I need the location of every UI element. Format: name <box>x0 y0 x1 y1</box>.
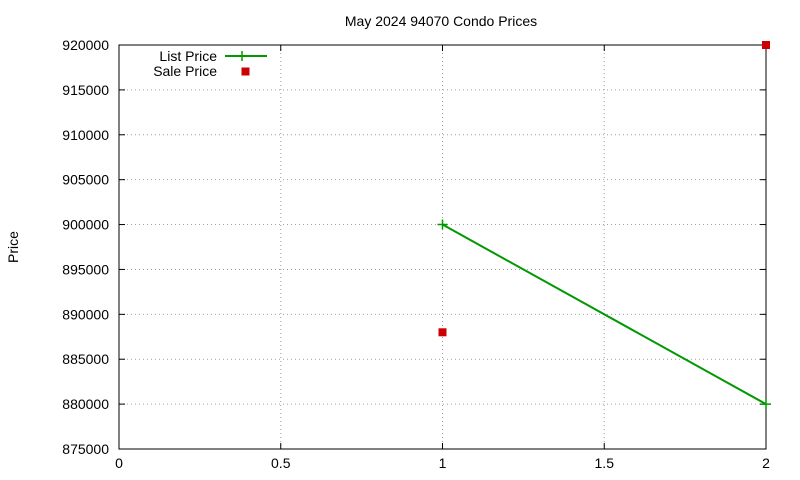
x-axis-tick-labels: 0 0.5 1 1.5 2 <box>115 455 770 471</box>
y-tick-label: 890000 <box>62 306 109 322</box>
series-sale-price <box>438 41 770 337</box>
y-tick-label: 910000 <box>62 127 109 143</box>
y-tick-label: 875000 <box>62 441 109 457</box>
x-tick-label: 1.5 <box>595 455 615 471</box>
legend-marker-list-price <box>237 51 247 61</box>
list-price-point <box>761 399 771 410</box>
series-marks <box>437 41 771 410</box>
sale-price-point <box>762 41 770 49</box>
y-tick-label: 920000 <box>62 37 109 53</box>
x-tick-label: 1 <box>439 455 447 471</box>
y-axis-tick-labels: 875000 880000 885000 890000 895000 900000 9050… <box>62 37 109 457</box>
list-price-point <box>437 219 448 230</box>
y-tick-label: 905000 <box>62 172 109 188</box>
x-tick-label: 0 <box>115 455 123 471</box>
y-tick-label: 900000 <box>62 217 109 233</box>
y-axis-title: Price <box>5 231 21 263</box>
legend: List Price Sale Price <box>153 48 267 79</box>
x-tick-label: 0.5 <box>271 455 291 471</box>
axis-ticks <box>118 44 767 450</box>
legend-label-list-price: List Price <box>159 48 217 64</box>
y-tick-label: 915000 <box>62 82 109 98</box>
chart-title: May 2024 94070 Condo Prices <box>345 13 537 29</box>
y-tick-label: 895000 <box>62 261 109 277</box>
x-tick-label: 2 <box>762 455 770 471</box>
series-list-price <box>437 219 771 410</box>
grid-lines <box>119 45 766 449</box>
legend-label-sale-price: Sale Price <box>153 63 217 79</box>
legend-marker-sale-price <box>241 67 250 76</box>
y-tick-label: 880000 <box>62 396 109 412</box>
sale-price-point <box>438 328 447 337</box>
y-tick-label: 885000 <box>62 351 109 367</box>
list-price-line <box>442 223 767 405</box>
